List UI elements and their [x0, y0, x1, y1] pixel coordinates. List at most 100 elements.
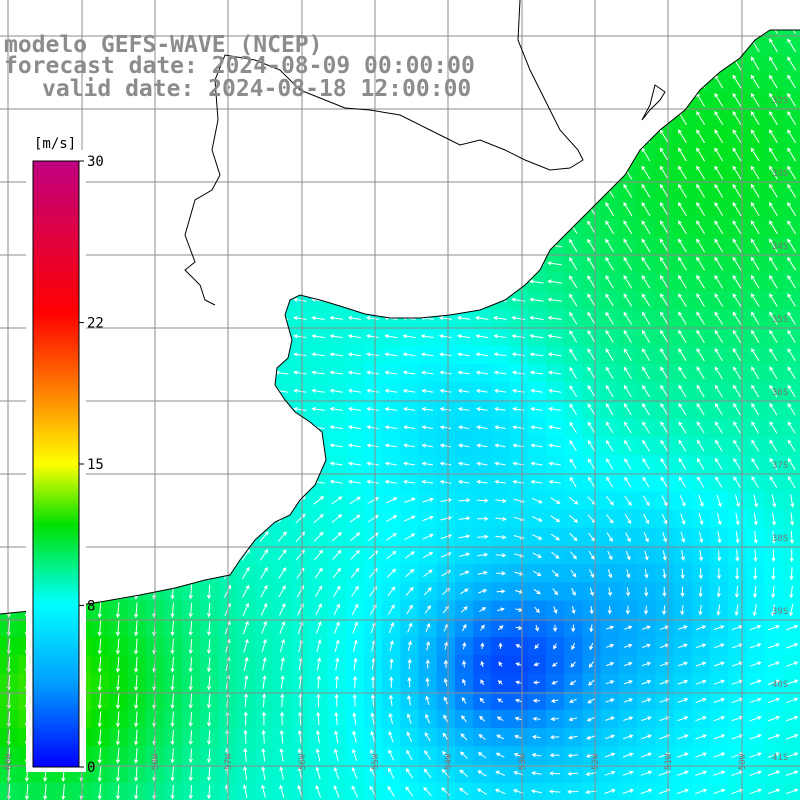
- wind-arrow: [677, 643, 688, 649]
- wind-arrow: [334, 675, 340, 689]
- wind-arrow: [529, 315, 544, 320]
- wind-arrow: [767, 715, 781, 722]
- title-model: modelo GEFS-WAVE (NCEP): [4, 32, 323, 58]
- wind-arrow: [661, 495, 668, 507]
- wind-arrow: [476, 407, 488, 412]
- wind-arrow: [407, 640, 412, 651]
- wind-arrow: [333, 748, 339, 762]
- wind-arrow: [366, 443, 379, 448]
- wind-arrow: [316, 693, 321, 707]
- wind-arrow: [366, 461, 379, 466]
- wind-arrow: [329, 406, 343, 412]
- wind-arrow: [293, 334, 307, 339]
- wind-arrow: [696, 348, 705, 362]
- wind-arrow: [735, 549, 740, 562]
- wind-arrow: [678, 129, 687, 144]
- wind-arrow: [677, 697, 689, 703]
- wind-arrow: [751, 329, 760, 343]
- wind-arrow: [406, 604, 413, 615]
- wind-arrow: [771, 585, 776, 599]
- wind-arrow: [732, 256, 742, 271]
- wind-arrow: [170, 711, 175, 728]
- wind-arrow: [243, 620, 249, 635]
- colorbar: [m/s] 30 22 15 8 0: [26, 136, 104, 776]
- wind-arrow: [605, 348, 614, 361]
- wind-arrow: [134, 784, 139, 800]
- wind-arrow: [115, 638, 121, 655]
- wind-arrow: [680, 605, 685, 616]
- wind-arrow: [713, 770, 726, 776]
- lagoon-path: [641, 84, 666, 121]
- wind-arrow: [714, 311, 724, 325]
- lon-label: 57W: [224, 753, 234, 770]
- wind-arrow: [713, 716, 726, 722]
- wind-arrow: [243, 729, 248, 744]
- wind-arrow: [552, 624, 558, 633]
- wind-arrow: [493, 334, 507, 339]
- lon-label: 60W: [4, 753, 14, 770]
- wind-arrow: [785, 661, 799, 667]
- wind-arrow: [713, 697, 726, 703]
- wind-arrow: [548, 443, 561, 448]
- wind-arrow: [695, 679, 707, 685]
- wind-arrow: [623, 698, 634, 703]
- wind-arrow: [750, 56, 760, 71]
- wind-arrow: [347, 388, 361, 393]
- wind-arrow: [588, 661, 595, 669]
- wind-arrow: [735, 531, 740, 544]
- wind-arrow: [625, 550, 631, 561]
- coastline: [0, 0, 800, 615]
- wind-arrow: [731, 715, 744, 722]
- wind-arrow: [659, 238, 669, 253]
- wind-arrow: [532, 716, 541, 721]
- lat-label: 38S: [772, 534, 788, 544]
- wind-arrow: [494, 461, 506, 466]
- wind-arrow: [787, 311, 796, 325]
- wind-arrow: [311, 315, 325, 321]
- wind-arrow: [696, 274, 706, 289]
- wind-arrow: [548, 425, 561, 430]
- wind-arrow: [732, 183, 742, 198]
- wind-arrow: [443, 714, 449, 723]
- wind-arrow: [769, 111, 778, 125]
- wind-arrow: [733, 384, 742, 398]
- wind-arrow: [643, 513, 650, 525]
- wind-arrow: [493, 370, 507, 375]
- wind-arrow: [732, 202, 742, 216]
- wind-arrow: [513, 752, 523, 758]
- wind-arrow: [423, 569, 433, 577]
- wind-arrow: [769, 329, 778, 343]
- wind-arrow: [769, 238, 778, 253]
- wind-arrow: [206, 621, 212, 636]
- wind-arrow: [497, 625, 504, 631]
- wind-arrow: [386, 568, 397, 578]
- wind-arrow: [421, 388, 434, 393]
- lon-label: 58W: [151, 753, 161, 770]
- wind-arrow: [640, 770, 653, 776]
- wind-arrow: [589, 587, 594, 597]
- wind-arrow: [678, 348, 687, 362]
- wind-arrow: [261, 766, 266, 780]
- wind-arrow: [662, 587, 667, 597]
- wind-arrow: [623, 384, 632, 398]
- wind-arrow: [750, 74, 760, 89]
- wind-arrow: [531, 771, 542, 776]
- wind-arrow: [279, 729, 284, 744]
- wind-arrow: [515, 644, 522, 649]
- wind-arrow: [61, 784, 66, 800]
- wind-arrow: [769, 74, 778, 89]
- wind-arrow: [605, 311, 614, 325]
- wind-arrow: [533, 588, 541, 595]
- wind-arrow: [714, 111, 724, 125]
- wind-arrow: [115, 747, 121, 764]
- wind-arrow: [439, 425, 452, 430]
- wind-arrow: [115, 766, 121, 782]
- wind-arrow: [97, 602, 102, 619]
- wind-arrow: [370, 694, 375, 707]
- wind-arrow: [421, 461, 434, 466]
- wind-arrow: [439, 352, 452, 357]
- wind-arrow: [347, 443, 361, 448]
- wind-arrow: [587, 476, 595, 488]
- wind-arrow: [547, 297, 562, 302]
- wind-arrow: [696, 220, 706, 235]
